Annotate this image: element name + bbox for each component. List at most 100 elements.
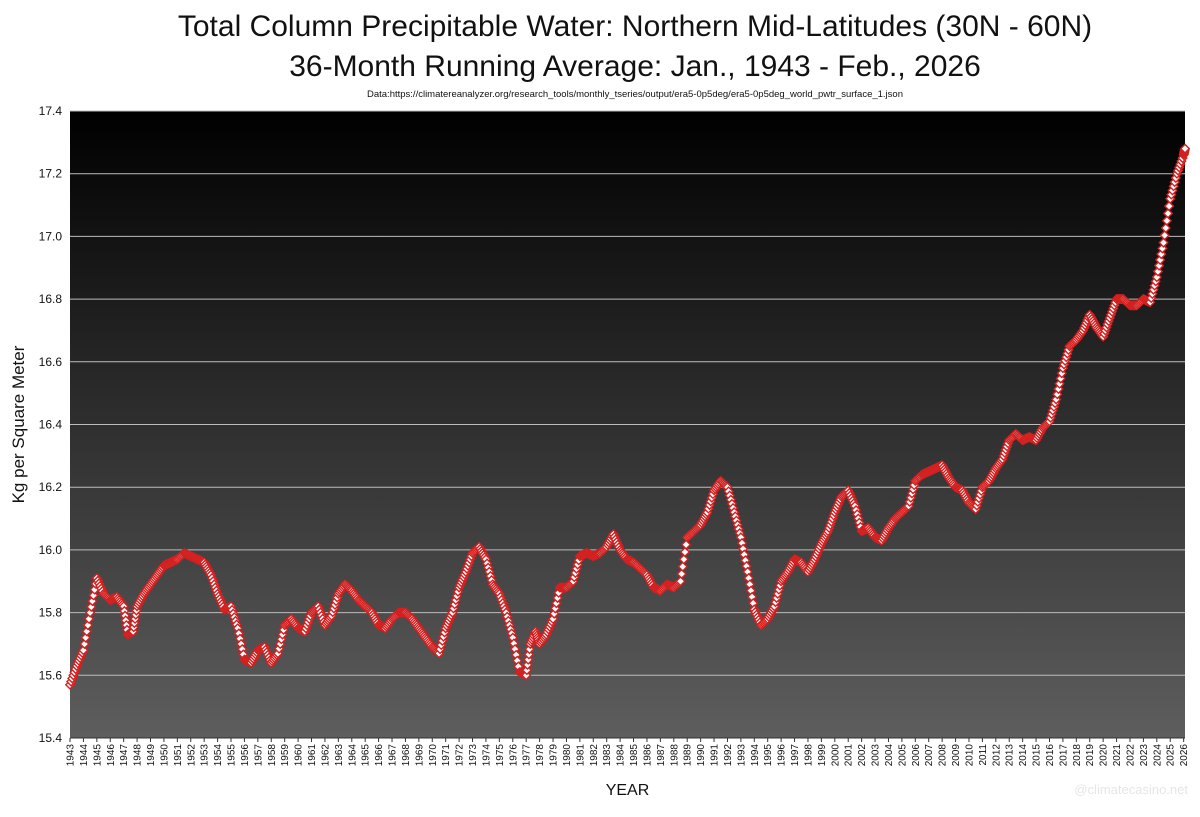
data-point (521, 664, 533, 676)
x-tick-label: 1989 (683, 744, 694, 767)
data-point (551, 598, 562, 609)
x-tick-label: 1958 (267, 744, 278, 767)
data-point (79, 638, 90, 650)
x-tick-label: 1984 (616, 744, 627, 767)
x-tick-label: 2007 (924, 744, 935, 767)
x-tick-label: 1983 (602, 744, 613, 767)
x-tick-label: 2009 (951, 744, 962, 767)
x-tick-label: 1975 (495, 744, 506, 767)
x-tick-label: 2012 (991, 744, 1002, 767)
data-point (88, 590, 99, 601)
x-tick-label: 1987 (656, 744, 667, 767)
x-tick-label: 1995 (763, 744, 774, 767)
data-point (676, 568, 687, 580)
x-tick-label: 2002 (857, 744, 868, 767)
data-point (1051, 394, 1062, 405)
x-tick-label: 1967 (388, 744, 399, 767)
x-axis: 1943 1944 1945 1946 1947 1948 1949 1950 1951 1952… (66, 737, 1190, 767)
x-tick-label: 2003 (871, 744, 882, 767)
x-tick-label: 1991 (710, 744, 721, 767)
x-tick-label: 1992 (723, 744, 734, 767)
x-tick-label: 2024 (1152, 744, 1163, 767)
x-tick-label: 1966 (374, 744, 385, 767)
data-point (1179, 143, 1191, 154)
data-source-note: Data:https://climatereanalyzer.org/resea… (366, 89, 903, 100)
data-point (675, 576, 686, 587)
y-tick-label: 15.4 (39, 731, 63, 745)
data-point (1055, 373, 1066, 384)
x-tick-label: 2020 (1099, 744, 1110, 767)
x-tick-label: 2000 (830, 744, 841, 767)
data-point (521, 670, 532, 681)
x-tick-label: 1993 (736, 744, 747, 767)
x-tick-label: 1970 (428, 744, 439, 767)
x-tick-label: 2018 (1072, 744, 1083, 767)
x-tick-label: 2021 (1112, 744, 1123, 767)
x-tick-label: 1955 (227, 744, 238, 767)
x-tick-label: 2011 (978, 744, 989, 766)
x-tick-label: 1956 (240, 744, 251, 767)
data-point (522, 659, 533, 671)
x-tick-label: 2015 (1032, 744, 1043, 767)
x-tick-label: 1943 (66, 744, 77, 767)
x-tick-label: 1960 (294, 744, 305, 767)
data-point (677, 561, 688, 572)
chart-subtitle: 36-Month Running Average: Jan., 1943 - F… (289, 50, 981, 83)
x-tick-label: 1997 (790, 744, 801, 767)
x-tick-label: 2005 (897, 744, 908, 767)
y-tick-label: 15.6 (39, 668, 63, 682)
data-series (64, 143, 1191, 690)
y-tick-label: 17.2 (39, 167, 63, 181)
data-point (1163, 200, 1175, 212)
x-tick-label: 2001 (844, 744, 855, 767)
x-tick-label: 1948 (133, 744, 144, 767)
chart-title: Total Column Precipitable Water: Norther… (177, 10, 1093, 43)
x-tick-label: 1998 (803, 744, 814, 767)
x-tick-label: 1980 (562, 744, 573, 767)
x-tick-label: 1999 (817, 744, 828, 767)
x-axis-label: YEAR (606, 782, 650, 799)
x-tick-label: 1951 (173, 744, 184, 767)
x-tick-label: 1952 (186, 744, 197, 767)
x-tick-label: 1973 (468, 744, 479, 767)
x-tick-label: 2019 (1085, 744, 1096, 767)
x-tick-label: 2010 (964, 744, 975, 767)
data-point (1160, 222, 1171, 234)
x-tick-label: 1965 (361, 744, 372, 767)
x-tick-label: 1969 (414, 744, 425, 767)
x-tick-label: 2026 (1179, 744, 1190, 767)
x-tick-label: 2014 (1018, 744, 1029, 767)
x-tick-label: 1981 (575, 744, 586, 767)
data-point (1162, 208, 1174, 219)
y-tick-label: 17.0 (39, 229, 63, 243)
x-tick-label: 2004 (884, 744, 895, 767)
x-tick-label: 1994 (750, 744, 761, 767)
data-point (680, 539, 692, 550)
x-tick-label: 2016 (1045, 744, 1056, 767)
y-tick-label: 16.0 (39, 543, 63, 557)
x-tick-label: 1946 (106, 744, 117, 767)
data-point (678, 554, 690, 565)
x-tick-label: 1986 (642, 744, 653, 767)
data-point (1161, 215, 1173, 226)
y-tick-label: 16.6 (39, 355, 63, 369)
data-point (550, 603, 561, 614)
x-tick-label: 1977 (522, 744, 533, 767)
data-point (1153, 260, 1165, 271)
x-tick-label: 1947 (119, 744, 130, 767)
y-axis: 15.4 15.6 15.8 16.0 16.2 16.4 16.6 16.8 17.0 17.2… (39, 104, 63, 745)
x-tick-label: 1944 (79, 744, 90, 767)
x-tick-label: 2022 (1125, 744, 1136, 767)
x-tick-label: 1953 (200, 744, 211, 767)
x-tick-label: 1968 (401, 744, 412, 767)
x-tick-label: 1945 (92, 744, 103, 767)
x-tick-label: 1971 (441, 744, 452, 767)
x-tick-label: 1949 (146, 744, 157, 767)
x-tick-label: 1957 (253, 744, 264, 767)
x-tick-label: 1979 (549, 744, 560, 767)
x-tick-label: 1959 (280, 744, 291, 767)
data-point (1159, 230, 1170, 241)
x-tick-label: 2023 (1139, 744, 1150, 767)
y-tick-label: 17.4 (39, 104, 63, 118)
